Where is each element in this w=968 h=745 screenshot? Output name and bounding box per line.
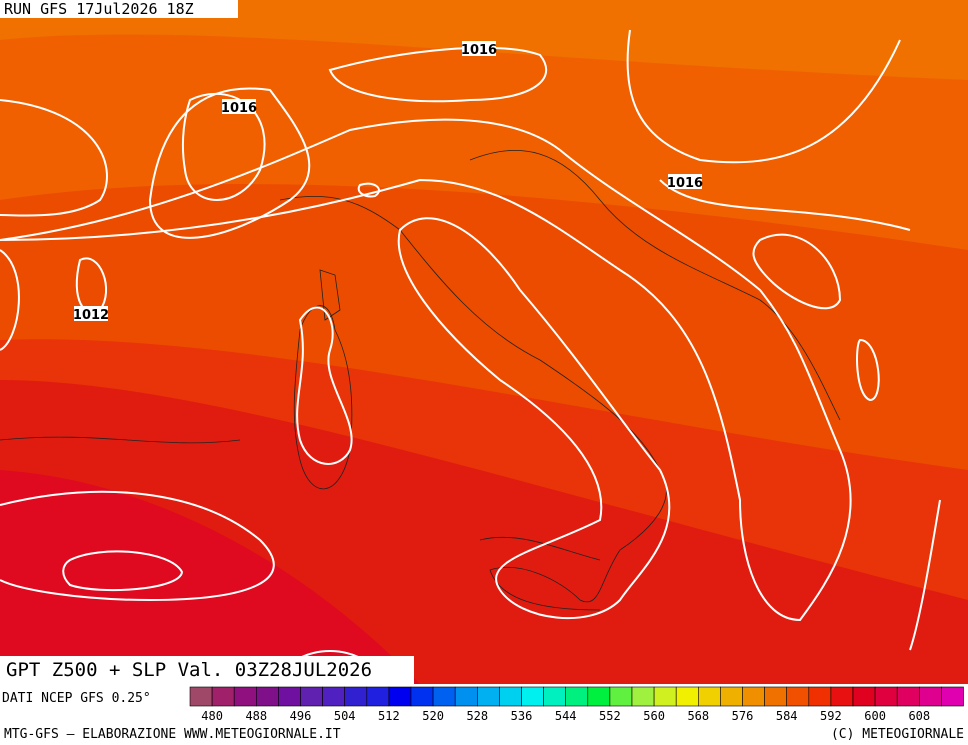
colorbar-swatch bbox=[410, 686, 434, 707]
colorbar-label: 576 bbox=[732, 709, 754, 723]
colorbar-swatch bbox=[852, 686, 876, 707]
colorbar-swatch bbox=[587, 686, 611, 707]
colorbar-swatch bbox=[432, 686, 456, 707]
colorbar-swatch bbox=[941, 686, 964, 707]
colorbar-label: 536 bbox=[511, 709, 533, 723]
colorbar-swatch bbox=[543, 686, 566, 707]
colorbar-swatch bbox=[697, 686, 721, 707]
isobar-labels: 1016 1016 1016 1012 bbox=[73, 41, 703, 323]
colorbar-label: 520 bbox=[422, 709, 444, 723]
credits: MTG-GFS – ELABORAZIONE WWW.METEOGIORNALE… bbox=[4, 727, 341, 742]
colorbar-swatch bbox=[388, 686, 412, 707]
colorbar-label: 592 bbox=[820, 709, 842, 723]
run-label: RUN GFS 17Jul2026 18Z bbox=[4, 0, 194, 18]
colorbar-swatch bbox=[786, 686, 810, 707]
colorbar-label: 512 bbox=[378, 709, 400, 723]
colorbar-swatch bbox=[918, 686, 942, 707]
colorbar-swatch bbox=[565, 686, 589, 707]
isobar-label: 1012 bbox=[73, 308, 109, 323]
colorbar-swatch bbox=[609, 686, 633, 707]
colorbar-swatch bbox=[499, 686, 522, 707]
colorbar-label: 584 bbox=[776, 709, 798, 723]
colorbar-label: 504 bbox=[334, 709, 356, 723]
isobar-label: 1016 bbox=[221, 101, 257, 116]
colorbar-label: 600 bbox=[864, 709, 886, 723]
colorbar-swatch bbox=[322, 686, 346, 707]
colorbar-swatch bbox=[830, 686, 854, 707]
colorbar-swatch bbox=[454, 686, 478, 707]
colorbar-swatch bbox=[344, 686, 368, 707]
colorbar-swatch bbox=[366, 686, 390, 707]
colorbar-swatch bbox=[742, 686, 765, 707]
colorbar-swatch bbox=[631, 686, 655, 707]
colorbar-label: 488 bbox=[245, 709, 267, 723]
colorbar-label: 552 bbox=[599, 709, 621, 723]
colorbar-swatch bbox=[300, 686, 323, 707]
colorbar-swatch bbox=[233, 686, 257, 707]
colorbar-swatch bbox=[896, 686, 920, 707]
title-box bbox=[0, 656, 414, 684]
colorbar-label: 608 bbox=[908, 709, 930, 723]
colorbar-swatch bbox=[874, 686, 898, 707]
colorbar-swatch bbox=[189, 686, 213, 707]
colorbar-label: 560 bbox=[643, 709, 665, 723]
colorbar-swatch bbox=[764, 686, 787, 707]
isobar-label: 1016 bbox=[461, 43, 497, 58]
colorbar-label: 568 bbox=[687, 709, 709, 723]
isobar-label-bg bbox=[668, 174, 702, 189]
run-box bbox=[0, 0, 238, 18]
isobar-label: 1016 bbox=[667, 176, 703, 191]
colorbar-swatch bbox=[720, 686, 743, 707]
isobar-label-bg bbox=[222, 99, 256, 114]
colorbar-swatch bbox=[211, 686, 235, 707]
colorbar-swatch bbox=[255, 686, 279, 707]
colorbar-label: 544 bbox=[555, 709, 577, 723]
isobars bbox=[0, 29, 941, 685]
data-source: DATI NCEP GFS 0.25° bbox=[2, 691, 151, 706]
colorbar-swatch bbox=[653, 686, 677, 707]
colorbar-label: 496 bbox=[290, 709, 312, 723]
colorbar-swatch bbox=[476, 686, 500, 707]
field-band bbox=[0, 470, 420, 684]
colorbar-label: 528 bbox=[466, 709, 488, 723]
colorbar: 480 488 496 504 512 520 528 536 544 552 560 568 576 5… bbox=[189, 686, 964, 723]
colorbar-label: 480 bbox=[201, 709, 223, 723]
colorbar-swatch bbox=[808, 686, 832, 707]
colorbar-swatch bbox=[675, 686, 699, 707]
colorbar-swatch bbox=[278, 686, 301, 707]
copyright: (C) METEOGIORNALE bbox=[831, 727, 964, 742]
isobar-label-bg bbox=[462, 41, 496, 56]
colorbar-swatch bbox=[521, 686, 544, 707]
chart-title: GPT Z500 + SLP Val. 03Z28JUL2026 bbox=[6, 659, 372, 681]
isobar-label-bg bbox=[74, 306, 108, 321]
